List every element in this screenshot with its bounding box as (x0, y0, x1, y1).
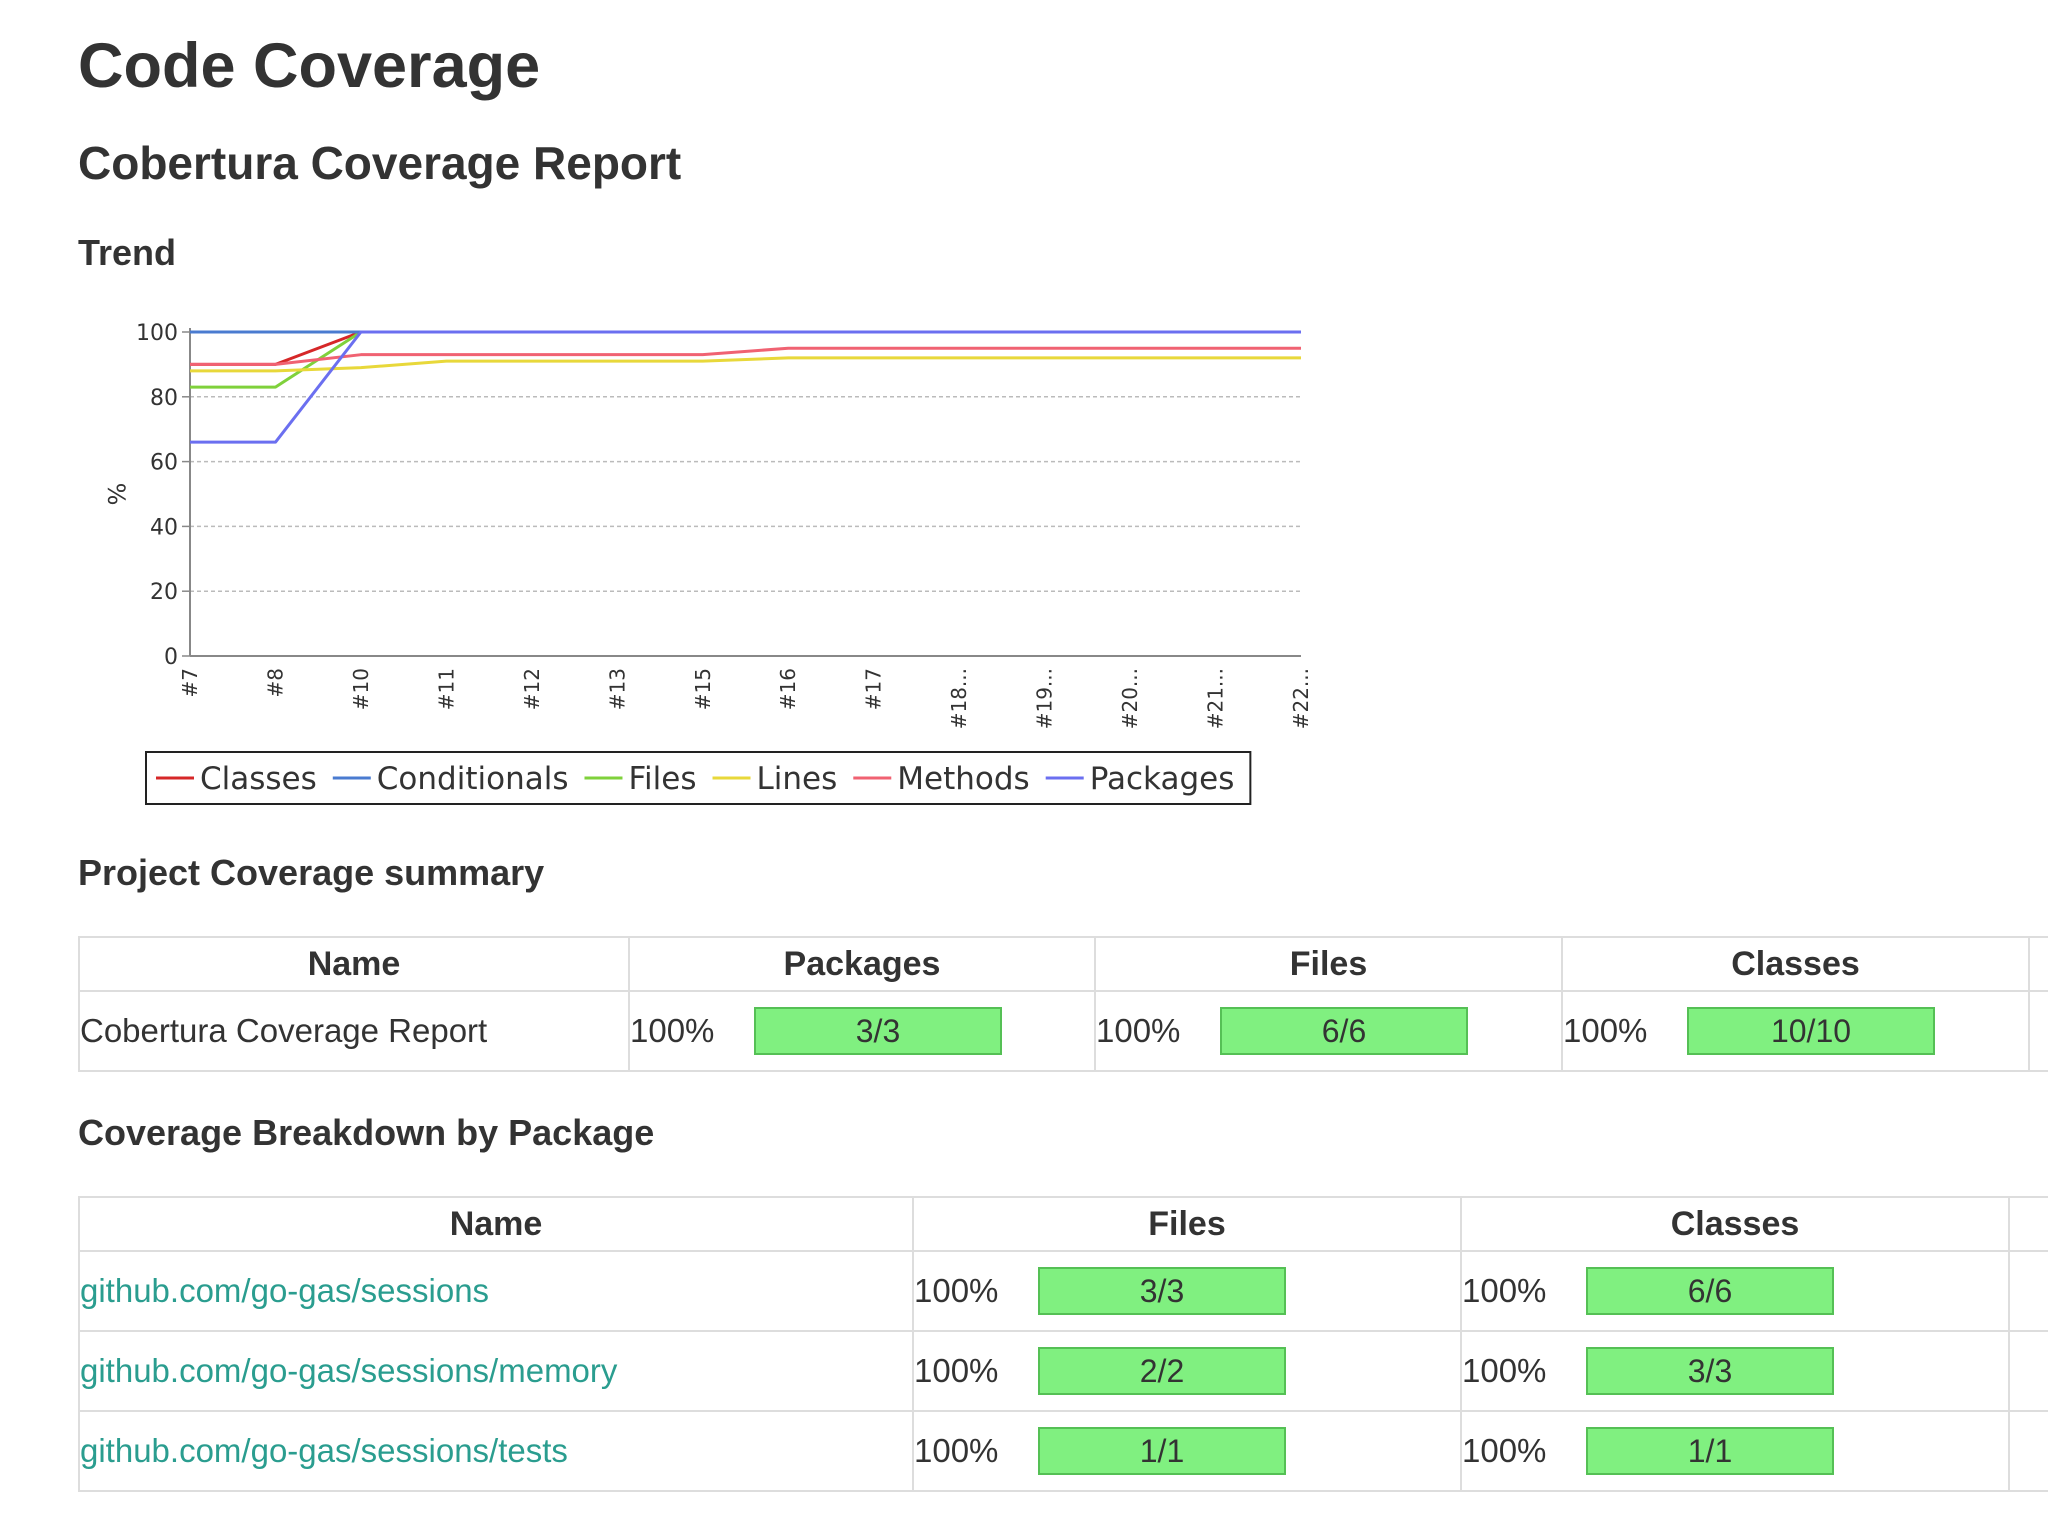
x-tick-label: #10 (349, 668, 373, 710)
breakdown-header-files: Files (912, 1196, 1462, 1252)
x-tick-label: #17 (862, 668, 886, 710)
extra-cell (2008, 1250, 2048, 1332)
y-tick-label: 0 (164, 645, 178, 670)
x-tick-label: #13 (605, 668, 629, 710)
summary-header-files: Files (1094, 936, 1563, 992)
classes-cell: 100% 3/3 (1460, 1330, 2010, 1412)
x-tick-label: #21... (1204, 668, 1228, 729)
files-bar: 1/1 (1038, 1427, 1286, 1475)
classes-pct: 100% (1462, 1272, 1547, 1309)
x-tick-label: #20... (1118, 668, 1142, 729)
summary-files-cell: 100% 6/6 (1094, 990, 1563, 1072)
extra-cell (2008, 1410, 2048, 1492)
summary-packages-pct: 100% (630, 1012, 715, 1049)
summary-table: Name Packages Files Classes Cobertura Co… (78, 936, 2048, 1072)
classes-cell: 100% 1/1 (1460, 1410, 2010, 1492)
package-link[interactable]: github.com/go-gas/sessions/memory (80, 1352, 618, 1389)
files-bar: 2/2 (1038, 1347, 1286, 1395)
classes-pct: 100% (1462, 1352, 1547, 1389)
series-line-packages (190, 330, 1301, 444)
summary-packages-cell: 100% 3/3 (628, 990, 1096, 1072)
x-tick-label: #12 (520, 668, 544, 710)
extra-cell (2008, 1330, 2048, 1412)
x-tick-label: #19... (1033, 668, 1057, 729)
y-tick-label: 80 (150, 386, 178, 411)
summary-header-name: Name (78, 936, 630, 992)
y-tick-label: 100 (136, 321, 178, 346)
y-tick-label: 20 (150, 580, 178, 605)
files-pct: 100% (914, 1352, 999, 1389)
breakdown-header-name: Name (78, 1196, 914, 1252)
package-name-cell: github.com/go-gas/sessions/memory (78, 1330, 914, 1412)
classes-bar: 3/3 (1586, 1347, 1834, 1395)
summary-header-extra (2028, 936, 2048, 992)
classes-cell: 100% 6/6 (1460, 1250, 2010, 1332)
x-tick-label: #16 (776, 668, 800, 710)
summary-files-bar: 6/6 (1220, 1007, 1468, 1055)
page-title: Code Coverage (78, 31, 541, 101)
summary-row: Cobertura Coverage Report 100% 3/3 100% 6/… (78, 990, 2048, 1072)
summary-header-row: Name Packages Files Classes (78, 936, 2048, 992)
series-line-lines (190, 356, 1301, 373)
breakdown-table: Name Files Classes github.com/go-gas/ses… (78, 1196, 2048, 1492)
table-row: github.com/go-gas/sessions 100% 3/3 100% 6… (78, 1250, 2048, 1332)
x-tick-label: #18... (947, 668, 971, 729)
files-cell: 100% 1/1 (912, 1410, 1462, 1492)
package-link[interactable]: github.com/go-gas/sessions (80, 1272, 490, 1309)
package-name-cell: github.com/go-gas/sessions/tests (78, 1410, 914, 1492)
trend-chart: 0 20 40 60 80 100% #7 #8 #10 #11 #12 #13 #15 #16 #17 #1… (102, 321, 1313, 805)
summary-title: Project Coverage summary (78, 852, 545, 893)
legend-label: Files (628, 761, 696, 797)
files-cell: 100% 2/2 (912, 1330, 1462, 1412)
summary-packages-bar: 3/3 (754, 1007, 1002, 1055)
x-tick-label: #7 (178, 668, 202, 697)
breakdown-header-row: Name Files Classes (78, 1196, 2048, 1252)
table-row: github.com/go-gas/sessions/tests 100% 1/1… (78, 1410, 2048, 1492)
summary-header-classes: Classes (1561, 936, 2030, 992)
x-tick-label: #22... (1289, 668, 1313, 729)
files-bar: 3/3 (1038, 1267, 1286, 1315)
summary-row-name: Cobertura Coverage Report (78, 990, 630, 1072)
breakdown-title: Coverage Breakdown by Package (78, 1112, 655, 1153)
y-tick-label: 40 (150, 515, 178, 540)
files-cell: 100% 3/3 (912, 1250, 1462, 1332)
summary-classes-pct: 100% (1563, 1012, 1648, 1049)
legend-label: Classes (200, 761, 317, 797)
summary-classes-cell: 100% 10/10 (1561, 990, 2030, 1072)
summary-classes-bar: 10/10 (1687, 1007, 1935, 1055)
breakdown-header-classes: Classes (1460, 1196, 2010, 1252)
classes-pct: 100% (1462, 1432, 1547, 1469)
summary-extra-cell (2028, 990, 2048, 1072)
y-tick-label: 60 (150, 451, 178, 476)
legend-label: Conditionals (377, 761, 569, 797)
legend-label: Methods (897, 761, 1029, 797)
trend-title: Trend (78, 232, 177, 273)
summary-header-packages: Packages (628, 936, 1096, 992)
classes-bar: 6/6 (1586, 1267, 1834, 1315)
package-link[interactable]: github.com/go-gas/sessions/tests (80, 1432, 568, 1469)
breakdown-header-extra (2008, 1196, 2048, 1252)
files-pct: 100% (914, 1432, 999, 1469)
files-pct: 100% (914, 1272, 999, 1309)
x-tick-label: #11 (434, 668, 458, 710)
classes-bar: 1/1 (1586, 1427, 1834, 1475)
package-name-cell: github.com/go-gas/sessions (78, 1250, 914, 1332)
report-title: Cobertura Coverage Report (78, 137, 682, 189)
table-row: github.com/go-gas/sessions/memory 100% 2/… (78, 1330, 2048, 1412)
y-axis-label: % (102, 483, 130, 506)
x-tick-label: #15 (691, 668, 715, 710)
x-tick-label: #8 (263, 668, 287, 697)
legend-label: Packages (1090, 761, 1235, 797)
legend-label: Lines (757, 761, 838, 797)
series-line-methods (190, 346, 1301, 366)
summary-files-pct: 100% (1096, 1012, 1181, 1049)
